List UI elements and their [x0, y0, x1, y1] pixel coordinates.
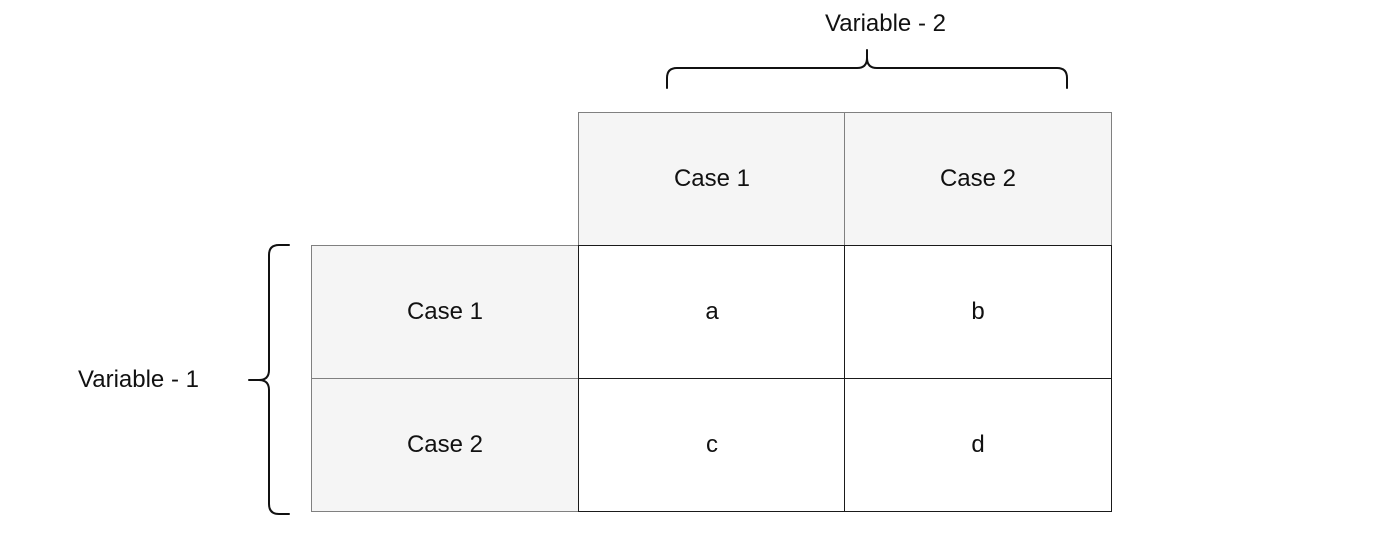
cell-a: a	[578, 245, 846, 379]
variable-2-label: Variable - 2	[825, 10, 946, 37]
row-header-case-2: Case 2	[311, 378, 579, 512]
variable-1-brace	[248, 244, 290, 515]
cell-d: d	[844, 378, 1112, 512]
variable-2-brace	[666, 49, 1068, 89]
row-header-case-1: Case 1	[311, 245, 579, 379]
cell-c: c	[578, 378, 846, 512]
column-header-case-1: Case 1	[578, 112, 846, 246]
variable-1-label: Variable - 1	[78, 366, 199, 393]
column-header-case-2: Case 2	[844, 112, 1112, 246]
cell-b: b	[844, 245, 1112, 379]
